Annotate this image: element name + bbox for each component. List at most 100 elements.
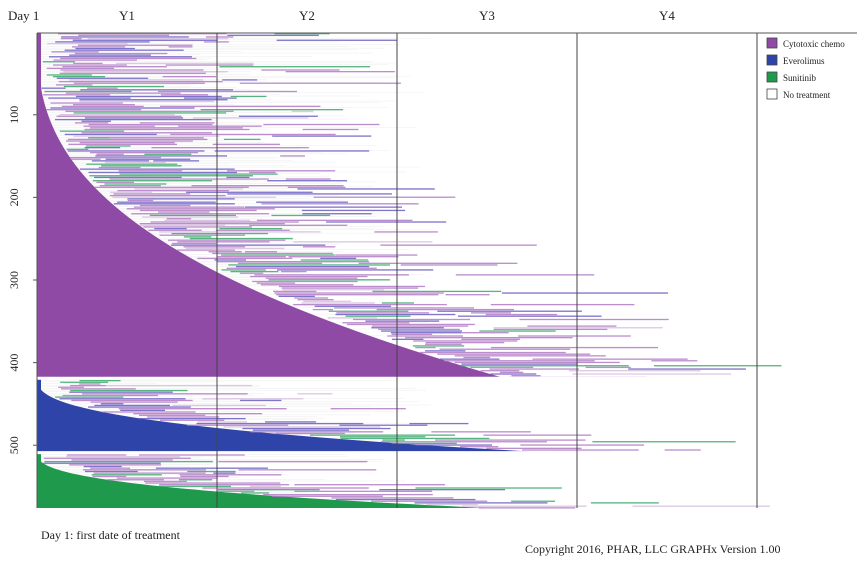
later-line-bar bbox=[83, 469, 206, 470]
later-line-bar bbox=[53, 76, 105, 77]
later-line-bar bbox=[169, 46, 193, 47]
later-line-bar bbox=[314, 197, 456, 198]
later-line-bar bbox=[217, 256, 285, 257]
later-line-bar bbox=[387, 335, 463, 336]
later-line-bar bbox=[140, 223, 285, 224]
later-line-bar bbox=[78, 45, 192, 46]
later-line-bar bbox=[61, 36, 189, 37]
later-line-bar bbox=[218, 489, 320, 490]
later-line-bar bbox=[184, 236, 211, 237]
later-line-bar bbox=[173, 405, 266, 406]
year-label: Y2 bbox=[299, 8, 315, 23]
later-line-bar bbox=[460, 446, 498, 447]
later-line-bar bbox=[276, 433, 345, 434]
later-line-bar bbox=[339, 425, 427, 426]
later-line-bar bbox=[117, 202, 216, 203]
later-line-bar bbox=[413, 340, 517, 341]
later-line-bar bbox=[371, 327, 444, 328]
later-line-bar bbox=[94, 472, 206, 473]
later-line-bar bbox=[279, 296, 315, 297]
later-line-bar bbox=[494, 329, 608, 330]
later-line-bar bbox=[315, 306, 391, 307]
later-line-bar bbox=[88, 38, 229, 39]
later-line-bar bbox=[415, 347, 435, 348]
later-line-bar bbox=[53, 59, 136, 60]
copyright-text: Copyright 2016, PHAR, LLC GRAPHx Version… bbox=[525, 542, 780, 557]
later-line-bar bbox=[293, 304, 447, 305]
later-line-bar bbox=[88, 406, 191, 407]
later-line-bar bbox=[80, 142, 175, 143]
later-line-bar bbox=[455, 355, 606, 356]
later-line-bar bbox=[88, 137, 110, 138]
later-line-bar bbox=[347, 324, 475, 325]
later-line-bar bbox=[329, 311, 409, 312]
later-line-bar bbox=[374, 231, 437, 232]
later-line-bar bbox=[55, 41, 149, 42]
later-line-bar bbox=[303, 301, 351, 302]
later-line-bar bbox=[186, 248, 284, 249]
later-line-bar bbox=[101, 165, 182, 166]
later-line-bar bbox=[227, 193, 392, 194]
later-line-bar bbox=[106, 385, 252, 386]
later-line-bar bbox=[279, 286, 425, 287]
later-line-bar bbox=[48, 97, 130, 98]
later-line-bar bbox=[186, 192, 313, 193]
later-line-bar bbox=[72, 46, 125, 47]
later-line-bar bbox=[104, 183, 166, 184]
later-line-bar bbox=[50, 107, 194, 108]
later-line-bar bbox=[197, 423, 364, 424]
later-line-bar bbox=[102, 411, 195, 412]
later-line-bar bbox=[274, 292, 443, 293]
later-line-bar bbox=[95, 155, 227, 156]
later-line-bar bbox=[94, 177, 182, 178]
later-line-bar bbox=[281, 271, 306, 272]
later-line-bar bbox=[249, 172, 275, 173]
later-line-bar bbox=[340, 438, 489, 439]
later-line-bar bbox=[250, 431, 383, 432]
later-line-bar bbox=[43, 61, 75, 62]
later-line-bar bbox=[144, 481, 187, 482]
later-line-bar bbox=[85, 117, 183, 118]
later-line-bar bbox=[60, 73, 206, 74]
later-line-bar bbox=[65, 50, 184, 51]
later-line-bar bbox=[96, 182, 133, 183]
later-line-bar bbox=[331, 408, 406, 409]
later-line-bar bbox=[71, 459, 172, 460]
later-line-bar bbox=[144, 154, 191, 155]
later-line-bar bbox=[426, 342, 505, 343]
later-line-bar bbox=[60, 130, 124, 131]
later-line-bar bbox=[59, 114, 174, 115]
later-line-bar bbox=[191, 185, 343, 186]
later-line-bar bbox=[458, 316, 602, 317]
later-line-bar bbox=[66, 92, 181, 93]
later-line-bar bbox=[47, 74, 92, 75]
later-line-bar bbox=[120, 173, 278, 174]
later-line-bar bbox=[283, 289, 384, 290]
later-line-bar bbox=[53, 64, 127, 65]
later-line-bar bbox=[127, 208, 275, 209]
later-line-bar bbox=[197, 258, 292, 259]
later-line-bar bbox=[297, 188, 434, 189]
later-line-bar bbox=[60, 382, 108, 383]
later-line-bar bbox=[216, 230, 290, 231]
later-line-bar bbox=[483, 434, 591, 435]
later-line-bar bbox=[518, 335, 631, 336]
later-line-bar bbox=[455, 362, 620, 363]
later-line-bar bbox=[74, 112, 227, 113]
later-line-bar bbox=[93, 180, 212, 181]
later-line-bar bbox=[425, 350, 465, 351]
later-line-bar bbox=[342, 322, 409, 323]
year-label: Y4 bbox=[659, 8, 675, 23]
later-line-bar bbox=[486, 314, 557, 315]
later-line-bar bbox=[145, 482, 280, 483]
later-line-bar bbox=[461, 339, 520, 340]
later-line-bar bbox=[112, 197, 276, 198]
later-line-bar bbox=[128, 200, 153, 201]
later-line-bar bbox=[84, 466, 122, 467]
later-line-bar bbox=[47, 109, 142, 110]
later-line-bar bbox=[253, 430, 349, 431]
later-line-bar bbox=[215, 150, 369, 151]
later-line-bar bbox=[69, 79, 203, 80]
later-line-bar bbox=[110, 178, 269, 179]
later-line-bar bbox=[242, 428, 390, 429]
